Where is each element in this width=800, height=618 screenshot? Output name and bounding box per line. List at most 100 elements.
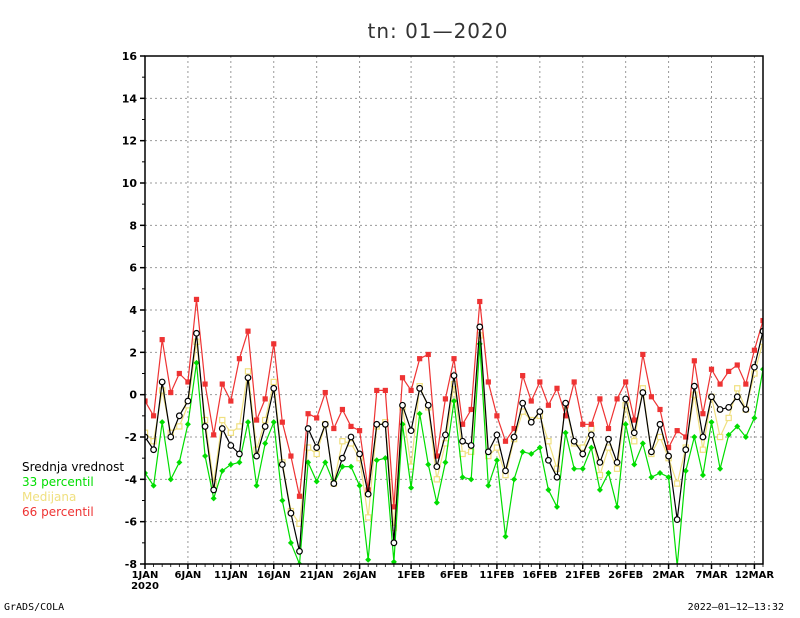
data-point <box>623 379 629 385</box>
data-point <box>331 425 337 432</box>
y-tick-label: 0 <box>129 389 137 402</box>
data-point <box>451 356 457 362</box>
data-point <box>751 363 758 371</box>
data-point <box>193 296 200 303</box>
data-point <box>305 459 312 466</box>
x-tick-label: 1FEB <box>397 570 425 581</box>
data-point <box>185 379 191 385</box>
data-point <box>176 370 182 377</box>
data-point <box>408 484 415 491</box>
data-point <box>545 402 552 408</box>
data-point <box>356 450 363 458</box>
data-point <box>339 454 346 462</box>
data-point <box>519 448 526 455</box>
data-point <box>468 406 474 413</box>
data-point <box>545 438 552 445</box>
data-point <box>751 414 758 421</box>
data-point <box>733 393 741 401</box>
data-point <box>605 435 612 443</box>
data-point <box>219 416 226 424</box>
data-point <box>184 421 191 428</box>
data-point <box>322 459 329 466</box>
data-point <box>673 480 681 487</box>
data-point <box>570 437 578 445</box>
series-2 <box>145 332 763 532</box>
data-point <box>434 453 440 459</box>
data-point <box>175 412 183 420</box>
data-point <box>322 389 328 396</box>
data-point <box>245 328 251 334</box>
x-tick-label: 21FEB <box>565 570 600 581</box>
y-tick-label: 12 <box>122 135 137 148</box>
data-point <box>554 503 560 510</box>
grid <box>145 56 763 564</box>
data-point <box>493 431 501 439</box>
data-point <box>390 558 397 564</box>
data-point <box>193 359 200 366</box>
data-point <box>339 438 346 445</box>
data-point <box>502 438 509 444</box>
data-point <box>674 428 680 434</box>
data-point <box>751 370 758 377</box>
data-point <box>656 420 664 428</box>
data-point <box>691 358 697 364</box>
data-point <box>347 433 355 441</box>
data-point <box>228 398 234 404</box>
data-point <box>485 482 492 489</box>
data-point <box>597 396 603 402</box>
data-point <box>691 434 698 440</box>
data-point <box>459 421 466 427</box>
data-point <box>416 410 423 417</box>
data-point <box>408 387 414 394</box>
data-point <box>339 406 346 413</box>
data-point <box>494 413 500 419</box>
data-point <box>725 431 732 438</box>
data-point <box>510 433 518 441</box>
data-point <box>450 372 458 380</box>
data-point <box>407 427 415 435</box>
data-point <box>579 450 587 458</box>
series-1 <box>145 340 763 564</box>
data-point <box>150 482 157 489</box>
x-tick-label: 1JAN <box>132 570 159 581</box>
series-group <box>145 296 763 564</box>
data-point <box>218 425 226 432</box>
data-point <box>288 453 294 459</box>
data-point <box>545 456 552 464</box>
x-tick-label: 6JAN <box>175 570 202 581</box>
data-point <box>511 425 517 432</box>
data-point <box>545 486 552 493</box>
data-point <box>227 429 235 436</box>
x-tick-label: 11JAN <box>214 570 248 581</box>
x-tick-label: 26JAN <box>343 570 377 581</box>
data-point <box>485 379 491 385</box>
data-point <box>304 425 312 432</box>
data-point <box>476 340 483 347</box>
data-point <box>364 514 372 521</box>
legend-entry-mean: Srednja vrednost <box>22 460 125 474</box>
data-point <box>699 472 706 479</box>
data-point <box>648 448 655 456</box>
data-point <box>631 417 637 423</box>
data-point <box>717 465 724 472</box>
data-point <box>536 408 544 416</box>
data-point <box>613 465 621 472</box>
data-point <box>244 374 252 382</box>
data-point <box>665 452 672 460</box>
data-point <box>700 411 706 417</box>
data-point <box>725 403 733 411</box>
data-point <box>708 419 715 426</box>
data-point <box>211 432 217 438</box>
data-point <box>356 482 363 489</box>
data-point <box>554 385 560 391</box>
data-point <box>365 556 372 563</box>
data-point <box>528 450 535 457</box>
data-point <box>476 323 484 331</box>
data-point <box>571 379 577 385</box>
data-point <box>381 420 389 428</box>
data-point <box>425 461 432 468</box>
data-point <box>596 459 604 466</box>
y-tick-label: 4 <box>129 304 137 317</box>
y-tick-label: -8 <box>125 558 137 571</box>
data-point <box>743 381 749 387</box>
